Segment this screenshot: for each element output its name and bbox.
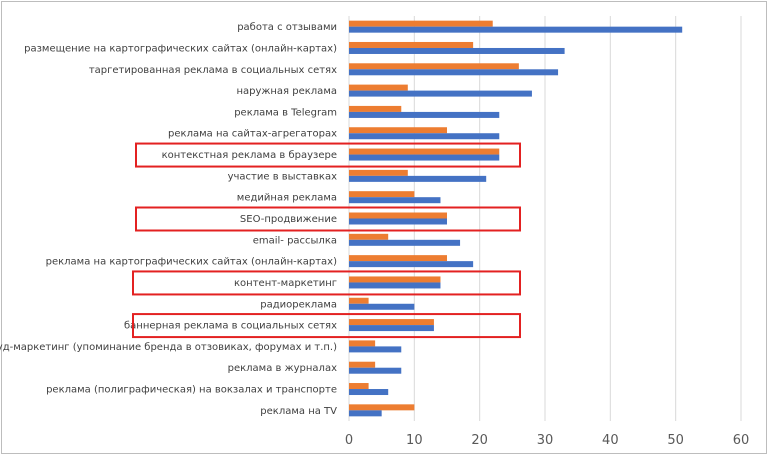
bar xyxy=(349,197,440,203)
x-tick-label: 50 xyxy=(667,433,684,448)
bar xyxy=(349,389,388,395)
bar xyxy=(349,21,493,27)
category-label: таргетированная реклама в социальных сет… xyxy=(89,65,337,76)
bar xyxy=(349,346,401,352)
category-label: баннерная реклама в социальных сетях xyxy=(124,321,337,332)
bar xyxy=(349,42,473,48)
bar xyxy=(349,282,440,288)
bar xyxy=(349,340,375,346)
category-label: работа с отзывами xyxy=(237,22,337,33)
category-label: наружная реклама xyxy=(236,86,337,97)
x-tick-label: 20 xyxy=(471,433,488,448)
bar xyxy=(349,276,440,282)
bar xyxy=(349,240,460,246)
category-label: медийная реклама xyxy=(237,193,337,204)
bar xyxy=(349,298,369,304)
category-label: реклама на картографических сайтах (онла… xyxy=(46,257,337,268)
bar xyxy=(349,219,447,225)
bar xyxy=(349,91,532,97)
bar xyxy=(349,404,414,410)
bar xyxy=(349,85,408,91)
x-tick-label: 0 xyxy=(345,433,353,448)
bar xyxy=(349,63,519,69)
category-label: размещение на картографических сайтах (о… xyxy=(24,43,337,54)
bar xyxy=(349,106,401,112)
bar xyxy=(349,69,558,75)
category-label: реклама в Telegram xyxy=(234,107,337,118)
bar xyxy=(349,261,473,267)
bar xyxy=(349,304,414,310)
category-label: реклама на сайтах-агрегаторах xyxy=(168,129,337,140)
category-label: контент-маркетинг xyxy=(234,278,337,289)
bar xyxy=(349,133,499,139)
bar xyxy=(349,319,434,325)
category-label: радиореклама xyxy=(260,299,337,310)
bar xyxy=(349,155,499,161)
bar xyxy=(349,191,414,197)
bar xyxy=(349,234,388,240)
category-label: участие в выставках xyxy=(228,171,337,182)
x-tick-label: 60 xyxy=(733,433,750,448)
bar xyxy=(349,213,447,219)
bar xyxy=(349,27,682,33)
bar xyxy=(349,48,565,54)
bar xyxy=(349,255,447,261)
bar xyxy=(349,127,447,133)
bar xyxy=(349,170,408,176)
bar xyxy=(349,368,401,374)
bar xyxy=(349,325,434,331)
bar xyxy=(349,176,486,182)
bar xyxy=(349,112,499,118)
bar xyxy=(349,383,369,389)
bar xyxy=(349,362,375,368)
category-label: реклама на TV xyxy=(260,406,337,417)
bar xyxy=(349,410,382,416)
category-label: крауд-маркетинг (упоминание бренда в отз… xyxy=(0,342,337,353)
x-tick-label: 40 xyxy=(602,433,619,448)
category-label: реклама в журналах xyxy=(228,363,337,374)
category-label: контекстная реклама в браузере xyxy=(162,150,337,161)
x-tick-label: 30 xyxy=(537,433,554,448)
x-tick-label: 10 xyxy=(406,433,423,448)
category-label: реклама (полиграфическая) на вокзалах и … xyxy=(46,385,337,396)
bar xyxy=(349,149,499,155)
category-label: email- рассылка xyxy=(253,235,337,246)
category-label: SEO-продвижение xyxy=(240,214,337,225)
